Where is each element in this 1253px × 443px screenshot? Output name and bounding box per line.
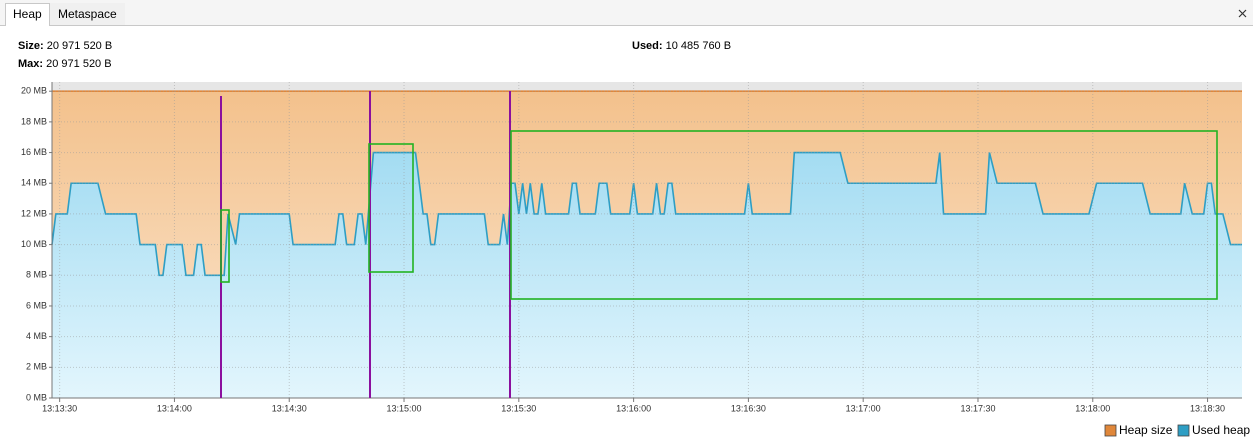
y-tick-label: 20 MB: [21, 86, 47, 96]
used-label: Used:: [632, 40, 663, 52]
used-stat: Used: 10 485 760 B: [632, 40, 731, 52]
x-tick-label: 13:18:00: [1075, 403, 1110, 413]
size-value: 20 971 520 B: [46, 40, 113, 52]
size-label: Size:: [18, 40, 44, 52]
y-tick-label: 6 MB: [26, 300, 47, 310]
x-tick-label: 13:17:00: [846, 403, 881, 413]
x-tick-label: 13:15:00: [387, 403, 422, 413]
legend-label: Heap size: [1119, 423, 1173, 437]
y-tick-label: 16 MB: [21, 147, 47, 157]
size-stat: Size: 20 971 520 B: [18, 40, 112, 52]
max-stat: Max: 20 971 520 B: [18, 58, 112, 70]
y-tick-label: 12 MB: [21, 208, 47, 218]
highlight-box: [510, 130, 1218, 300]
used-value: 10 485 760 B: [665, 40, 732, 52]
close-button[interactable]: [1238, 9, 1247, 18]
x-tick-label: 13:15:30: [501, 403, 536, 413]
x-tick-label: 13:18:30: [1190, 403, 1225, 413]
highlight-box: [368, 143, 414, 273]
x-tick-label: 13:14:00: [157, 403, 192, 413]
tab-bar: Heap Metaspace: [0, 0, 1253, 26]
max-value: 20 971 520 B: [46, 58, 112, 70]
y-tick-label: 2 MB: [26, 362, 47, 372]
max-label: Max:: [18, 58, 44, 70]
y-tick-label: 10 MB: [21, 239, 47, 249]
x-tick-label: 13:14:30: [272, 403, 307, 413]
x-tick-label: 13:17:30: [960, 403, 995, 413]
x-tick-label: 13:16:30: [731, 403, 766, 413]
y-tick-label: 0 MB: [26, 392, 47, 402]
x-tick-label: 13:16:00: [616, 403, 651, 413]
y-tick-label: 18 MB: [21, 116, 47, 126]
tab-heap[interactable]: Heap: [5, 3, 50, 26]
highlight-box: [220, 209, 230, 283]
y-tick-label: 8 MB: [26, 270, 47, 280]
y-tick-label: 4 MB: [26, 331, 47, 341]
tab-metaspace[interactable]: Metaspace: [50, 3, 125, 25]
legend-swatch: [1177, 424, 1190, 437]
y-tick-label: 14 MB: [21, 178, 47, 188]
x-tick-label: 13:13:30: [42, 403, 77, 413]
legend-label: Used heap: [1192, 423, 1250, 437]
legend-swatch: [1104, 424, 1117, 437]
series-line: [51, 151, 1242, 277]
